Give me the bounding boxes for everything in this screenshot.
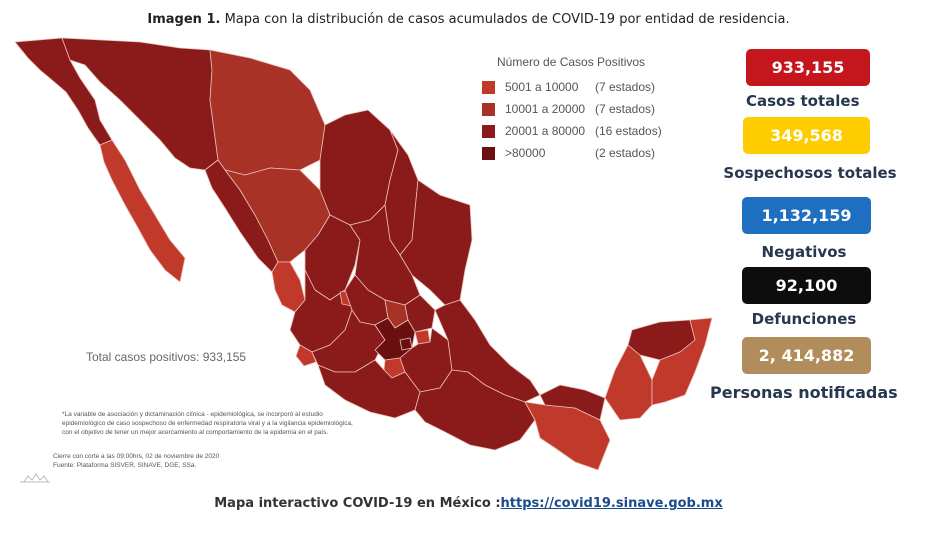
total-cases-label: Total casos positivos: 933,155 <box>86 350 247 364</box>
state-colima[interactable] <box>295 344 317 367</box>
state-guerrero[interactable] <box>317 359 421 419</box>
legend-count: (7 estados) <box>595 102 656 116</box>
data-source: Fuente: Plataforma SISVER, SINAVE, DGE, … <box>53 462 197 469</box>
state-tabasco[interactable] <box>539 384 606 421</box>
legend-range: 5001 a 10000 <box>505 80 579 94</box>
legend-title: Número de Casos Positivos <box>497 55 646 69</box>
legend-count: (2 estados) <box>595 146 656 160</box>
stat-value: 349,568 <box>770 126 843 145</box>
legend-item: 20001 a 80000 (16 estados) <box>482 120 662 142</box>
legend-swatch <box>482 80 495 94</box>
footer-interactive-map: Mapa interactivo COVID-19 en México :htt… <box>0 496 937 511</box>
cutoff-date: Cierre con corte a las 09:00hrs, 02 de n… <box>53 453 220 460</box>
legend-range: 10001 a 20000 <box>505 102 586 116</box>
methodology-note: *La variable de asociación y dictaminaci… <box>62 410 442 437</box>
legend-item: 5001 a 10000 (7 estados) <box>482 76 662 98</box>
state-tlaxcala[interactable] <box>414 329 431 345</box>
stat-value: 1,132,159 <box>761 206 852 225</box>
stat-value: 933,155 <box>771 58 845 77</box>
note-line: epidemiológico de caso sospechoso de enf… <box>62 420 353 427</box>
state-chiapas[interactable] <box>524 401 611 470</box>
legend-count: (7 estados) <box>595 80 656 94</box>
stat-notified-label: Personas notificadas <box>710 383 898 402</box>
stat-value: 92,100 <box>775 276 838 295</box>
caption-text: Mapa con la distribución de casos acumul… <box>220 12 790 27</box>
institution-logo-icon <box>20 473 50 483</box>
legend-range: >80000 <box>505 146 546 160</box>
legend-swatch <box>482 102 495 116</box>
stat-suspected-label: Sospechosos totales <box>723 164 897 182</box>
stat-value: 2, 414,882 <box>758 346 855 365</box>
state-cdmx[interactable] <box>399 337 413 351</box>
stat-negatives: 1,132,159 <box>742 197 871 234</box>
stat-deaths-label: Defunciones <box>751 310 857 328</box>
stat-total-cases-label: Casos totales <box>746 92 860 110</box>
legend-swatch <box>482 124 495 138</box>
legend-item: 10001 a 20000 (7 estados) <box>482 98 662 120</box>
state-chihuahua[interactable] <box>209 49 326 176</box>
note-line: *La variable de asociación y dictaminaci… <box>62 411 323 418</box>
caption-label: Imagen 1. <box>147 12 221 27</box>
covid-map-link[interactable]: https://covid19.sinave.gob.mx <box>500 496 723 511</box>
legend-item: >80000 (2 estados) <box>482 142 662 164</box>
state-baja-california-sur[interactable] <box>99 139 186 283</box>
stat-total-cases: 933,155 <box>746 49 870 86</box>
map-legend: Número de Casos Positivos 5001 a 10000 (… <box>482 55 662 164</box>
cutoff-source: Cierre con corte a las 09:00hrs, 02 de n… <box>53 452 219 470</box>
stat-notified: 2, 414,882 <box>742 337 871 374</box>
note-line: con el objetivo de tener un mejor acerca… <box>62 429 329 436</box>
footer-text: Mapa interactivo COVID-19 en México : <box>214 496 501 511</box>
figure-caption: Imagen 1. Mapa con la distribución de ca… <box>0 12 937 27</box>
stat-suspected: 349,568 <box>743 117 870 154</box>
state-sonora[interactable] <box>61 37 219 171</box>
stat-deaths: 92,100 <box>742 267 871 304</box>
legend-count: (16 estados) <box>595 124 662 138</box>
legend-range: 20001 a 80000 <box>505 124 586 138</box>
state-quintana-roo[interactable] <box>651 317 713 406</box>
state-nayarit[interactable] <box>271 261 306 313</box>
mexico-covid-map <box>14 37 713 470</box>
stat-negatives-label: Negativos <box>761 243 847 261</box>
legend-swatch <box>482 146 495 160</box>
